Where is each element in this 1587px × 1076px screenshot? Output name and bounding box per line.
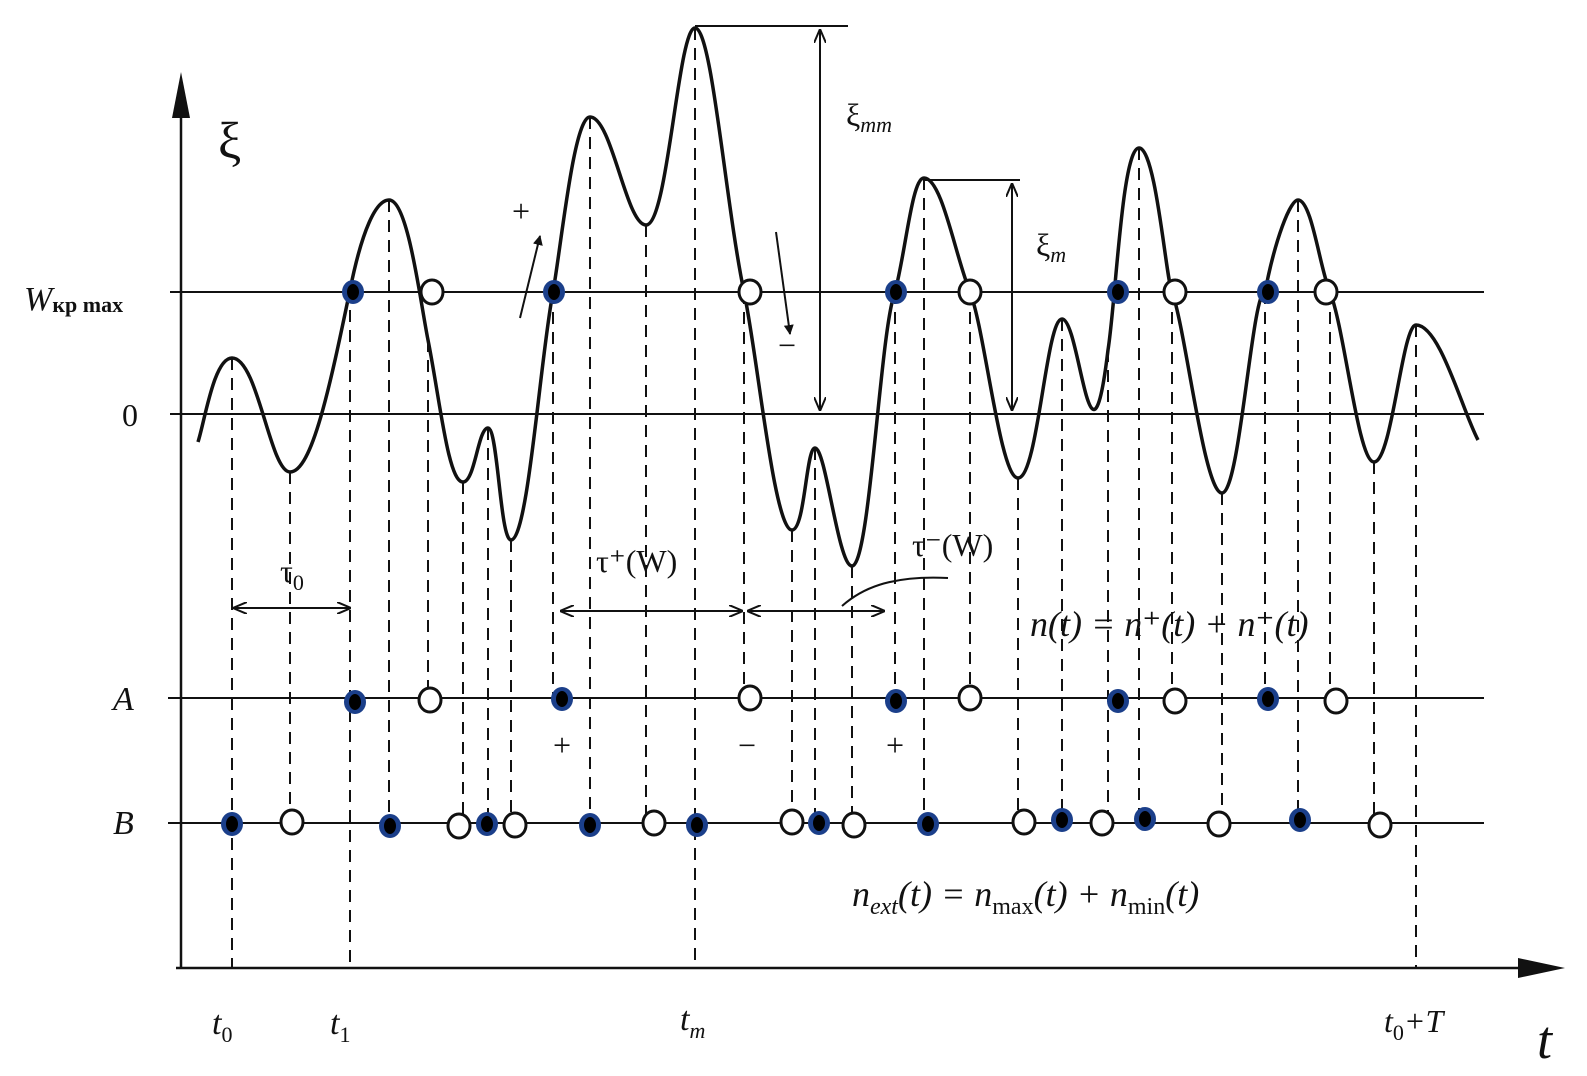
level-crossing-up xyxy=(885,280,907,304)
time-mark-tm: tm xyxy=(680,1001,705,1043)
row-b-maximum xyxy=(476,812,498,836)
row-a-sign-2: − xyxy=(738,727,756,763)
x-axis-label: t xyxy=(1537,1010,1554,1070)
row-a-marker-up xyxy=(344,690,366,714)
row-b-maximum xyxy=(221,812,243,836)
level-crossing-down xyxy=(1162,278,1188,306)
row-b-maximum xyxy=(379,814,401,838)
row-b-minimum xyxy=(1206,810,1232,838)
zero-label: 0 xyxy=(122,397,138,433)
xi-m-label: ξm xyxy=(1036,227,1066,267)
dashed-drop-lines xyxy=(231,28,1417,968)
row-b-maximum xyxy=(1289,808,1311,832)
row-a-marker-up xyxy=(1107,689,1129,713)
row-a-marker-up xyxy=(1257,687,1279,711)
row-b-maximum xyxy=(686,813,708,837)
crossings-formula: n(t) = n⁺(t) + n⁻(t) xyxy=(1030,604,1309,644)
plus-sign-label: + xyxy=(512,193,530,229)
process-curve xyxy=(196,26,1480,568)
row-a-marker-up xyxy=(885,689,907,713)
row-a-marker-down xyxy=(1323,687,1349,715)
row-b-maximum xyxy=(579,813,601,837)
time-mark-t0-plus-t: t0+T xyxy=(1384,1003,1445,1045)
row-b-minimum xyxy=(279,808,305,836)
markers xyxy=(221,278,1393,840)
row-a-sign-3: + xyxy=(886,727,904,763)
row-b-maximum xyxy=(1134,807,1156,831)
level-crossing-down xyxy=(1313,278,1339,306)
tau-minus-label: τ⁻(W) xyxy=(912,527,993,563)
row-b-minimum xyxy=(446,812,472,840)
time-mark-t0: t0 xyxy=(212,1005,232,1047)
time-mark-t1: t1 xyxy=(330,1005,350,1047)
minus-sign-label: − xyxy=(778,327,796,363)
row-b-maximum xyxy=(917,812,939,836)
y-axis-label: ξ xyxy=(218,113,241,170)
row-b-minimum xyxy=(779,808,805,836)
row-b-minimum xyxy=(1089,809,1115,837)
level-crossing-down xyxy=(957,278,983,306)
level-crossing-up xyxy=(342,280,364,304)
extrema-formula: next(t) = nmax(t) + nmin(t) xyxy=(852,874,1199,920)
row-b-minimum xyxy=(841,811,867,839)
xi-mm-label: ξmm xyxy=(846,97,892,137)
row-a-sign-1: + xyxy=(553,727,571,763)
level-crossing-down xyxy=(737,278,763,306)
row-a-marker-down xyxy=(957,684,983,712)
x-axis-arrowhead xyxy=(1518,958,1565,978)
tau-minus-leader xyxy=(841,576,949,607)
row-b-minimum xyxy=(502,811,528,839)
tau-plus-label: τ⁺(W) xyxy=(596,543,677,579)
level-crossing-up xyxy=(543,280,565,304)
level-crossing-down xyxy=(419,278,445,306)
y-axis-arrowhead xyxy=(172,72,190,118)
level-crossing-up xyxy=(1107,280,1129,304)
tau0-label: τ0 xyxy=(280,553,304,595)
row-b-minimum xyxy=(641,809,667,837)
labels: ξ t Wкр max 0 A B t0 t1 tm t0+T τ0 τ⁺(W)… xyxy=(24,97,1554,1070)
row-a-marker-down xyxy=(417,686,443,714)
row-a-marker-down xyxy=(737,684,763,712)
level-crossing-up xyxy=(1257,280,1279,304)
row-b-minimum xyxy=(1011,808,1037,836)
minus-direction-arrow xyxy=(775,231,794,335)
plus-direction-arrow xyxy=(519,235,543,319)
axes xyxy=(172,72,1565,978)
level-label-w: Wкр max xyxy=(24,281,123,318)
row-b-minimum xyxy=(1367,811,1393,839)
reference-lines xyxy=(168,291,1484,824)
row-a-label: A xyxy=(111,681,134,718)
row-b-label: B xyxy=(113,805,134,842)
dimension-lines xyxy=(234,25,1020,611)
row-b-maximum xyxy=(808,811,830,835)
row-b-maximum xyxy=(1051,808,1073,832)
row-a-marker-down xyxy=(1162,687,1188,715)
row-a-marker-up xyxy=(551,687,573,711)
